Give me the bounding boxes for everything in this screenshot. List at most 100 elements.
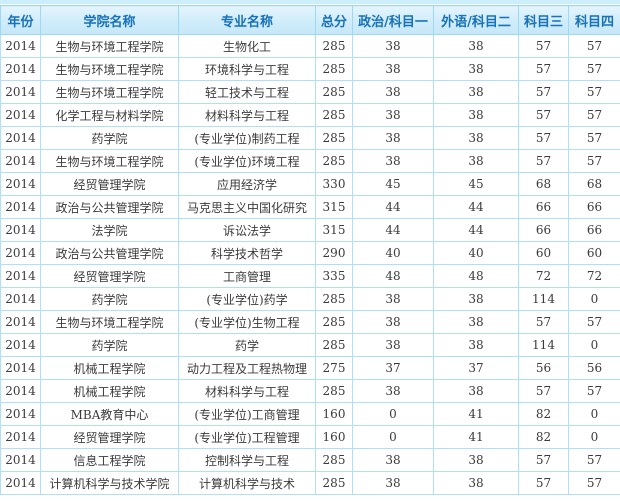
cell-subject3: 57 bbox=[518, 34, 569, 58]
table-row: 2014 计算机科学与技术学院 计算机科学与技术 285 38 38 57 57 bbox=[0, 471, 620, 495]
cell-foreign: 44 bbox=[433, 218, 519, 242]
cell-subject3: 57 bbox=[518, 126, 569, 150]
cell-subject3: 66 bbox=[518, 195, 569, 219]
cell-foreign: 38 bbox=[433, 310, 519, 334]
cell-subject4: 66 bbox=[568, 195, 620, 219]
cell-total: 315 bbox=[315, 218, 353, 242]
cell-total: 285 bbox=[315, 333, 353, 357]
cell-major: 计算机科学与技术 bbox=[178, 471, 316, 495]
table-row: 2014 机械工程学院 材料科学与工程 285 38 38 57 57 bbox=[0, 379, 620, 403]
cell-year: 2014 bbox=[0, 241, 41, 265]
table-row: 2014 机械工程学院 动力工程及工程热物理 275 37 37 56 56 bbox=[0, 356, 620, 380]
cell-year: 2014 bbox=[0, 425, 41, 449]
cell-college: 生物与环境工程学院 bbox=[40, 57, 179, 81]
cell-subject4: 57 bbox=[568, 34, 620, 58]
cell-subject3: 66 bbox=[518, 218, 569, 242]
cell-college: 生物与环境工程学院 bbox=[40, 80, 179, 104]
cell-year: 2014 bbox=[0, 195, 41, 219]
table-row: 2014 药学院 药学 285 38 38 114 0 bbox=[0, 333, 620, 357]
cell-politics: 38 bbox=[352, 57, 434, 81]
cell-college: 生物与环境工程学院 bbox=[40, 310, 179, 334]
cell-year: 2014 bbox=[0, 172, 41, 196]
cell-subject4: 60 bbox=[568, 241, 620, 265]
table-row: 2014 MBA教育中心 (专业学位)工商管理 160 0 41 82 0 bbox=[0, 402, 620, 426]
cell-total: 285 bbox=[315, 126, 353, 150]
cell-total: 160 bbox=[315, 425, 353, 449]
cell-college: 机械工程学院 bbox=[40, 379, 179, 403]
cell-major: (专业学位)药学 bbox=[178, 287, 316, 311]
cell-subject4: 57 bbox=[568, 80, 620, 104]
cell-foreign: 38 bbox=[433, 103, 519, 127]
cell-subject3: 57 bbox=[518, 448, 569, 472]
cell-subject4: 57 bbox=[568, 103, 620, 127]
cell-total: 285 bbox=[315, 448, 353, 472]
header-cell-foreign: 外语/科目二 bbox=[433, 5, 519, 35]
header-cell-total: 总分 bbox=[315, 5, 353, 35]
table-row: 2014 经贸管理学院 工商管理 335 48 48 72 72 bbox=[0, 264, 620, 288]
header-cell-year: 年份 bbox=[0, 5, 41, 35]
cell-year: 2014 bbox=[0, 471, 41, 495]
cell-total: 335 bbox=[315, 264, 353, 288]
cell-year: 2014 bbox=[0, 149, 41, 173]
cell-subject4: 66 bbox=[568, 218, 620, 242]
table-row: 2014 生物与环境工程学院 环境科学与工程 285 38 38 57 57 bbox=[0, 57, 620, 81]
cell-major: 环境科学与工程 bbox=[178, 57, 316, 81]
cell-college: 信息工程学院 bbox=[40, 448, 179, 472]
cell-subject3: 60 bbox=[518, 241, 569, 265]
cell-subject4: 57 bbox=[568, 149, 620, 173]
cell-politics: 37 bbox=[352, 356, 434, 380]
cell-college: 药学院 bbox=[40, 333, 179, 357]
cell-politics: 38 bbox=[352, 333, 434, 357]
cell-politics: 38 bbox=[352, 34, 434, 58]
cell-politics: 38 bbox=[352, 149, 434, 173]
cell-subject3: 56 bbox=[518, 356, 569, 380]
cell-politics: 38 bbox=[352, 287, 434, 311]
cell-subject4: 0 bbox=[568, 287, 620, 311]
cell-year: 2014 bbox=[0, 126, 41, 150]
cell-foreign: 38 bbox=[433, 379, 519, 403]
cell-politics: 38 bbox=[352, 471, 434, 495]
cell-year: 2014 bbox=[0, 34, 41, 58]
cell-total: 285 bbox=[315, 287, 353, 311]
cell-subject4: 0 bbox=[568, 425, 620, 449]
cell-subject3: 57 bbox=[518, 149, 569, 173]
cell-major: 诉讼法学 bbox=[178, 218, 316, 242]
cell-foreign: 38 bbox=[433, 149, 519, 173]
cell-college: 化学工程与材料学院 bbox=[40, 103, 179, 127]
cell-total: 285 bbox=[315, 57, 353, 81]
cell-college: 法学院 bbox=[40, 218, 179, 242]
cell-politics: 44 bbox=[352, 195, 434, 219]
cell-subject4: 57 bbox=[568, 379, 620, 403]
cell-major: 工商管理 bbox=[178, 264, 316, 288]
table-row: 2014 政治与公共管理学院 马克思主义中国化研究 315 44 44 66 66 bbox=[0, 195, 620, 219]
cell-politics: 40 bbox=[352, 241, 434, 265]
cell-college: 计算机科学与技术学院 bbox=[40, 471, 179, 495]
cell-total: 275 bbox=[315, 356, 353, 380]
cell-politics: 38 bbox=[352, 103, 434, 127]
table-row: 2014 经贸管理学院 应用经济学 330 45 45 68 68 bbox=[0, 172, 620, 196]
cell-year: 2014 bbox=[0, 287, 41, 311]
cell-politics: 0 bbox=[352, 402, 434, 426]
cell-college: 政治与公共管理学院 bbox=[40, 195, 179, 219]
table-row: 2014 化学工程与材料学院 材料科学与工程 285 38 38 57 57 bbox=[0, 103, 620, 127]
cell-year: 2014 bbox=[0, 264, 41, 288]
cell-foreign: 44 bbox=[433, 195, 519, 219]
cell-total: 285 bbox=[315, 471, 353, 495]
cell-foreign: 38 bbox=[433, 34, 519, 58]
cell-year: 2014 bbox=[0, 57, 41, 81]
cell-college: 经贸管理学院 bbox=[40, 264, 179, 288]
cell-subject3: 57 bbox=[518, 379, 569, 403]
table-row: 2014 政治与公共管理学院 科学技术哲学 290 40 40 60 60 bbox=[0, 241, 620, 265]
cell-subject4: 0 bbox=[568, 333, 620, 357]
cell-foreign: 45 bbox=[433, 172, 519, 196]
cell-subject4: 57 bbox=[568, 448, 620, 472]
table-row: 2014 药学院 (专业学位)药学 285 38 38 114 0 bbox=[0, 287, 620, 311]
header-cell-subject3: 科目三 bbox=[518, 5, 569, 35]
cell-year: 2014 bbox=[0, 402, 41, 426]
cell-foreign: 38 bbox=[433, 448, 519, 472]
table-row: 2014 法学院 诉讼法学 315 44 44 66 66 bbox=[0, 218, 620, 242]
cell-politics: 45 bbox=[352, 172, 434, 196]
cell-politics: 44 bbox=[352, 218, 434, 242]
cell-subject4: 56 bbox=[568, 356, 620, 380]
